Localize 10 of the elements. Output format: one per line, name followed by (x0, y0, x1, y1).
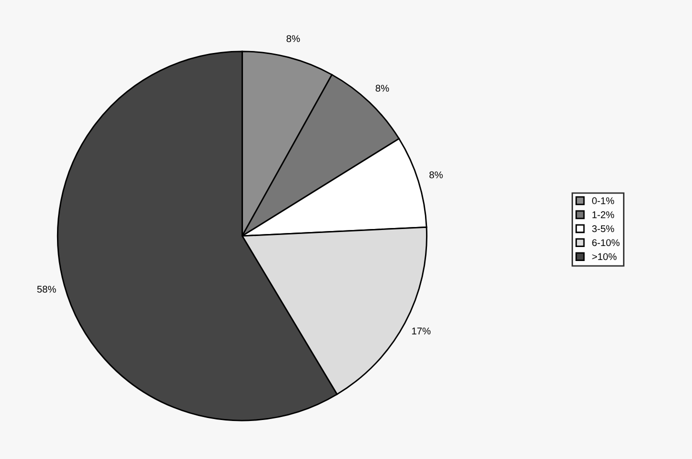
data-label: 58% (37, 286, 56, 293)
legend-label: >10% (592, 253, 617, 260)
legend-label: 0-1% (592, 197, 614, 204)
data-label: 17% (412, 328, 431, 334)
data-label: 8% (286, 35, 300, 42)
legend-label: 3-5% (592, 225, 614, 232)
data-label: 8% (376, 84, 389, 92)
data-label: 8% (429, 171, 443, 178)
legend-label: 6-10% (592, 239, 620, 246)
legend-label: 1-2% (592, 211, 614, 218)
